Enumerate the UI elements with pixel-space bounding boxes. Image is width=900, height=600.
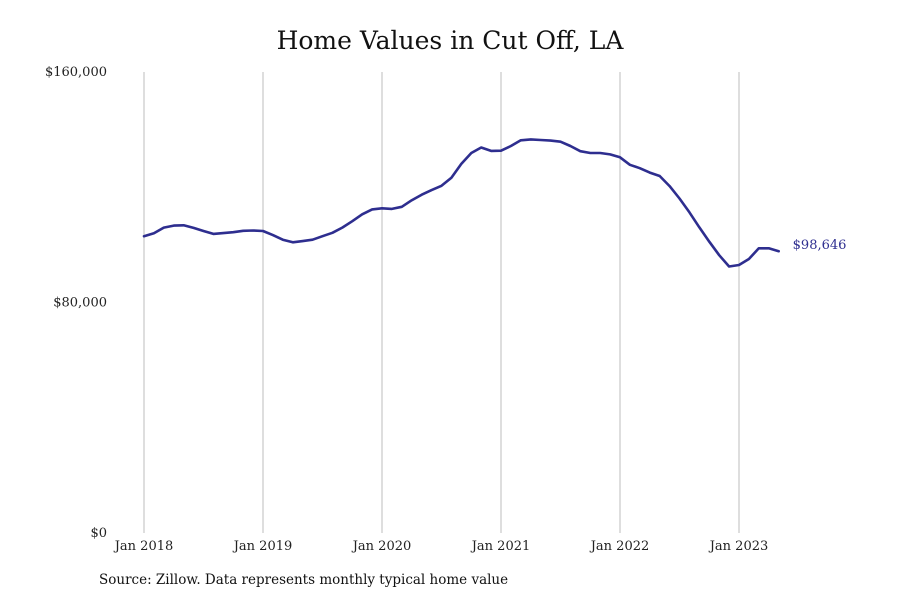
y-axis: $0 $80,000 $160,000 — [45, 65, 107, 541]
series-group — [142, 138, 781, 268]
x-tick-label: Jan 2021 — [470, 539, 531, 554]
y-tick-label: $160,000 — [45, 65, 107, 80]
y-tick-label: $0 — [90, 526, 107, 541]
end-value-label: $98,646 — [793, 238, 847, 253]
source-note: Source: Zillow. Data represents monthly … — [99, 572, 509, 588]
gridlines — [143, 72, 740, 533]
y-tick-label: $80,000 — [53, 296, 107, 311]
x-tick-label: Jan 2018 — [113, 539, 174, 554]
series-line — [142, 138, 781, 268]
chart-title: Home Values in Cut Off, LA — [276, 26, 624, 55]
x-tick-label: Jan 2023 — [708, 539, 769, 554]
x-axis: Jan 2018 Jan 2019 Jan 2020 Jan 2021 Jan 2022… — [113, 539, 769, 554]
end-label-group: $98,646 — [793, 238, 847, 253]
x-tick-label: Jan 2022 — [589, 539, 650, 554]
x-tick-label: Jan 2020 — [351, 539, 412, 554]
x-tick-label: Jan 2019 — [232, 539, 293, 554]
